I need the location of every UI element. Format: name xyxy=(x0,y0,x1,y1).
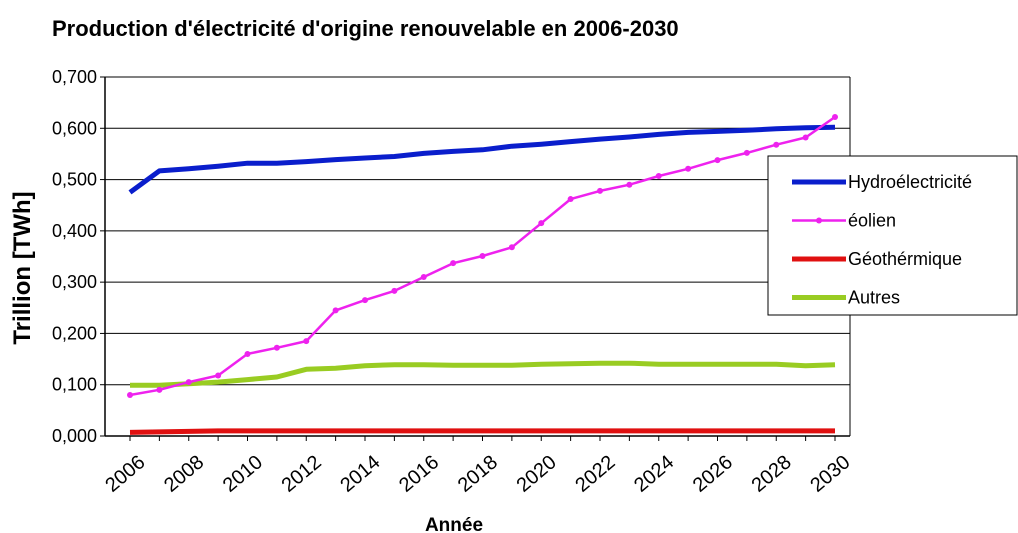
x-tick-label: 2024 xyxy=(630,451,678,496)
y-tick-label: 0,200 xyxy=(52,323,97,343)
x-tick-label: 2016 xyxy=(395,451,443,496)
data-point xyxy=(626,181,633,188)
data-point xyxy=(127,391,133,398)
x-tick-label: 2020 xyxy=(513,451,561,496)
x-tick-label: 2010 xyxy=(219,451,267,496)
x-tick-labels: 2006 2008 2010 2012 2014 2016 2018 2020 2022 2024… xyxy=(101,451,854,496)
series-line xyxy=(128,124,836,195)
series-line xyxy=(130,360,836,388)
x-tick-label: 2026 xyxy=(689,451,737,496)
legend-marker xyxy=(816,217,822,224)
y-tick-label: 0,000 xyxy=(52,426,97,446)
y-tick-label: 0,100 xyxy=(52,375,97,395)
data-point xyxy=(743,149,750,156)
series-lines xyxy=(127,114,838,435)
data-point xyxy=(332,307,339,314)
y-tick-label: 0,600 xyxy=(52,118,97,138)
x-tick-label: 2014 xyxy=(336,451,384,496)
y-tick-labels: 0,000 0,100 0,200 0,300 0,400 0,500 0,600 0,700 xyxy=(52,67,97,446)
data-point xyxy=(215,372,222,379)
x-tick-label: 2022 xyxy=(571,451,619,496)
data-point xyxy=(273,344,280,351)
y-tick-label: 0,700 xyxy=(52,67,97,87)
series-line xyxy=(129,428,835,435)
data-point xyxy=(185,379,192,386)
legend-label: Hydroélectricité xyxy=(848,172,972,192)
y-tick-label: 0,300 xyxy=(52,272,97,292)
x-tick-label: 2018 xyxy=(454,451,502,496)
legend: Hydroélectricité éolien Géothérmique Autres xyxy=(767,155,1018,316)
legend-label: Géothérmique xyxy=(848,249,962,269)
x-axis-label: Année xyxy=(425,515,483,533)
data-point xyxy=(508,244,515,251)
x-tick-label: 2030 xyxy=(806,451,854,496)
legend-label: éolien xyxy=(848,211,896,231)
data-point xyxy=(420,274,427,281)
y-axis-label: Trillion [TWh] xyxy=(9,191,36,344)
data-point xyxy=(391,287,398,294)
y-tick-label: 0,500 xyxy=(52,170,97,190)
data-point xyxy=(303,338,310,345)
chart-title: Production d'électricité d'origine renou… xyxy=(52,16,679,41)
data-point xyxy=(362,297,368,304)
y-tick-label: 0,400 xyxy=(52,221,97,241)
data-point xyxy=(244,350,251,357)
data-point xyxy=(597,187,603,194)
gridlines xyxy=(100,76,850,437)
data-point xyxy=(655,172,662,179)
data-point xyxy=(479,252,486,259)
x-tick-label: 2006 xyxy=(101,451,149,496)
legend-label: Autres xyxy=(848,288,900,308)
x-tick-label: 2012 xyxy=(278,451,326,496)
data-point xyxy=(714,157,721,164)
x-tick-label: 2008 xyxy=(160,451,208,496)
data-point xyxy=(156,386,163,393)
data-point xyxy=(538,220,545,227)
data-point xyxy=(802,134,809,141)
data-point xyxy=(567,196,574,203)
data-point xyxy=(773,141,780,148)
data-point xyxy=(832,114,838,121)
data-point xyxy=(450,260,457,267)
x-tick-label: 2028 xyxy=(748,451,796,496)
data-point xyxy=(685,165,692,172)
